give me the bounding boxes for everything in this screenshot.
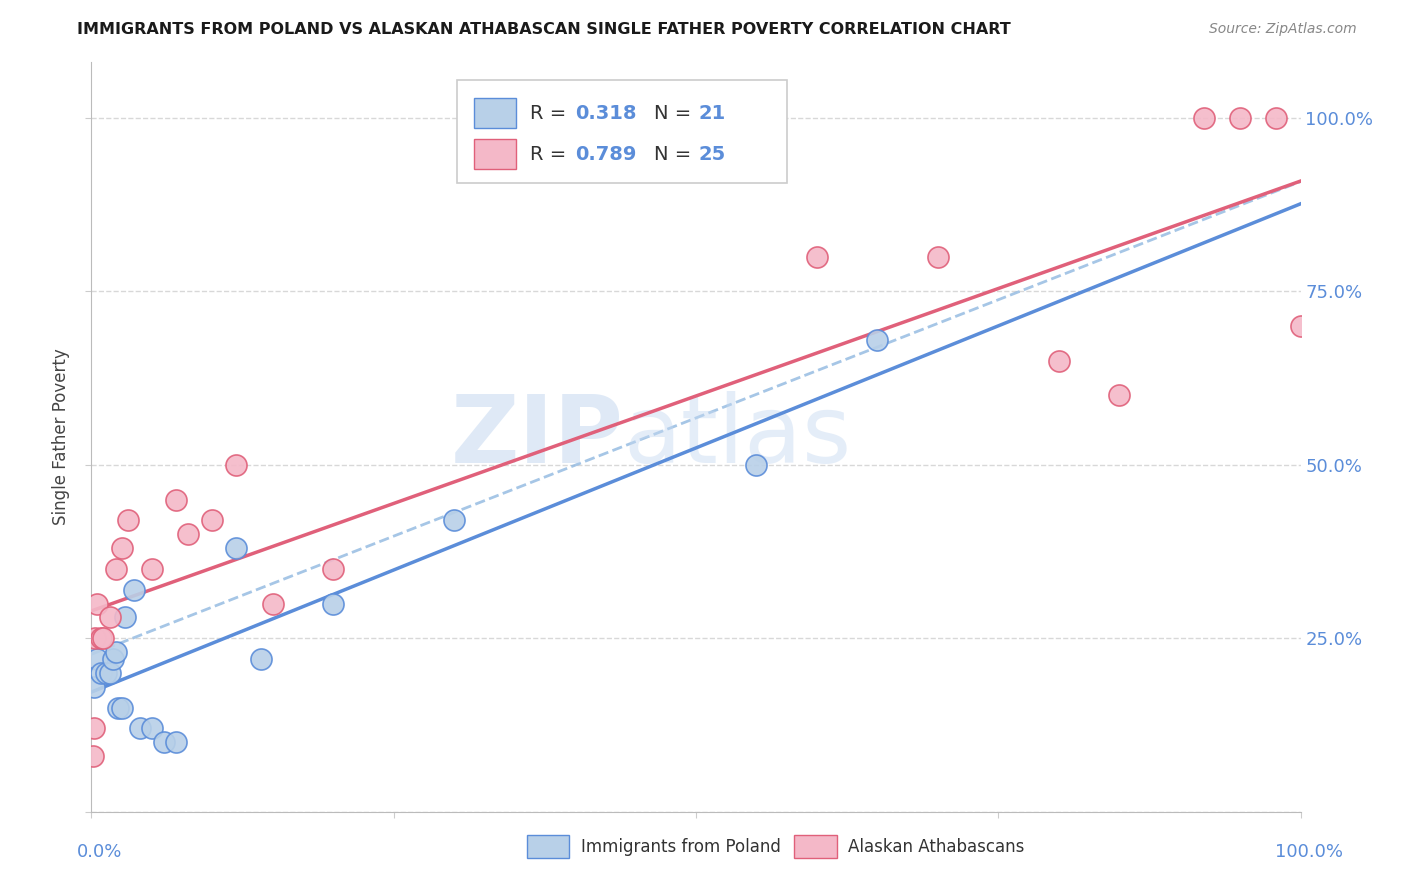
Point (1047, 353, 1070, 368)
Point (806, 250, 828, 264)
Point (322, 597, 344, 611)
Point (153, 735, 176, 749)
Text: 100.0%: 100.0% (1275, 843, 1343, 861)
Point (262, 597, 284, 611)
Point (90, 665, 112, 680)
Text: 0.789: 0.789 (575, 145, 637, 163)
Point (122, 582, 145, 597)
Point (104, 645, 127, 659)
Point (165, 735, 187, 749)
Point (114, 610, 136, 624)
Text: 0.318: 0.318 (575, 103, 637, 122)
Point (322, 562, 344, 576)
Point (225, 541, 247, 555)
Text: N =: N = (654, 103, 697, 122)
Point (249, 652, 271, 666)
Text: Immigrants from Poland: Immigrants from Poland (581, 838, 780, 855)
Point (111, 541, 132, 555)
Point (141, 562, 163, 576)
Point (177, 527, 200, 541)
Text: 25: 25 (699, 145, 725, 163)
Point (201, 513, 224, 527)
Text: R =: R = (530, 145, 572, 163)
Point (165, 492, 187, 507)
Point (98, 610, 121, 624)
Text: 0.0%: 0.0% (77, 843, 122, 861)
Point (745, 458, 768, 472)
Text: ZIP: ZIP (450, 391, 623, 483)
Point (927, 250, 949, 264)
Point (1108, 388, 1130, 402)
Point (141, 722, 163, 736)
Text: IMMIGRANTS FROM POLAND VS ALASKAN ATHABASCAN SINGLE FATHER POVERTY CORRELATION C: IMMIGRANTS FROM POLAND VS ALASKAN ATHABA… (77, 22, 1011, 37)
Point (117, 513, 139, 527)
Point (225, 458, 247, 472)
Text: 21: 21 (699, 103, 725, 122)
Point (1192, 111, 1215, 125)
Point (83, 722, 105, 736)
Point (1265, 111, 1288, 125)
Point (1229, 111, 1251, 125)
Text: N =: N = (654, 145, 697, 163)
Point (83, 680, 105, 694)
Text: atlas: atlas (623, 391, 852, 483)
Point (94, 665, 117, 680)
Point (128, 722, 150, 736)
Point (86, 652, 108, 666)
Point (93, 632, 115, 646)
Point (866, 333, 889, 347)
Point (82, 749, 104, 764)
Point (101, 652, 124, 666)
Point (98, 665, 121, 680)
Point (86, 597, 108, 611)
Text: Source: ZipAtlas.com: Source: ZipAtlas.com (1209, 22, 1357, 37)
Point (104, 562, 127, 576)
Point (1289, 319, 1312, 334)
Point (84, 632, 107, 646)
Point (107, 700, 129, 714)
Text: Alaskan Athabascans: Alaskan Athabascans (848, 838, 1024, 855)
Point (90, 632, 112, 646)
Y-axis label: Single Father Poverty: Single Father Poverty (52, 349, 70, 525)
Point (443, 513, 465, 527)
Text: R =: R = (530, 103, 572, 122)
Point (111, 700, 132, 714)
